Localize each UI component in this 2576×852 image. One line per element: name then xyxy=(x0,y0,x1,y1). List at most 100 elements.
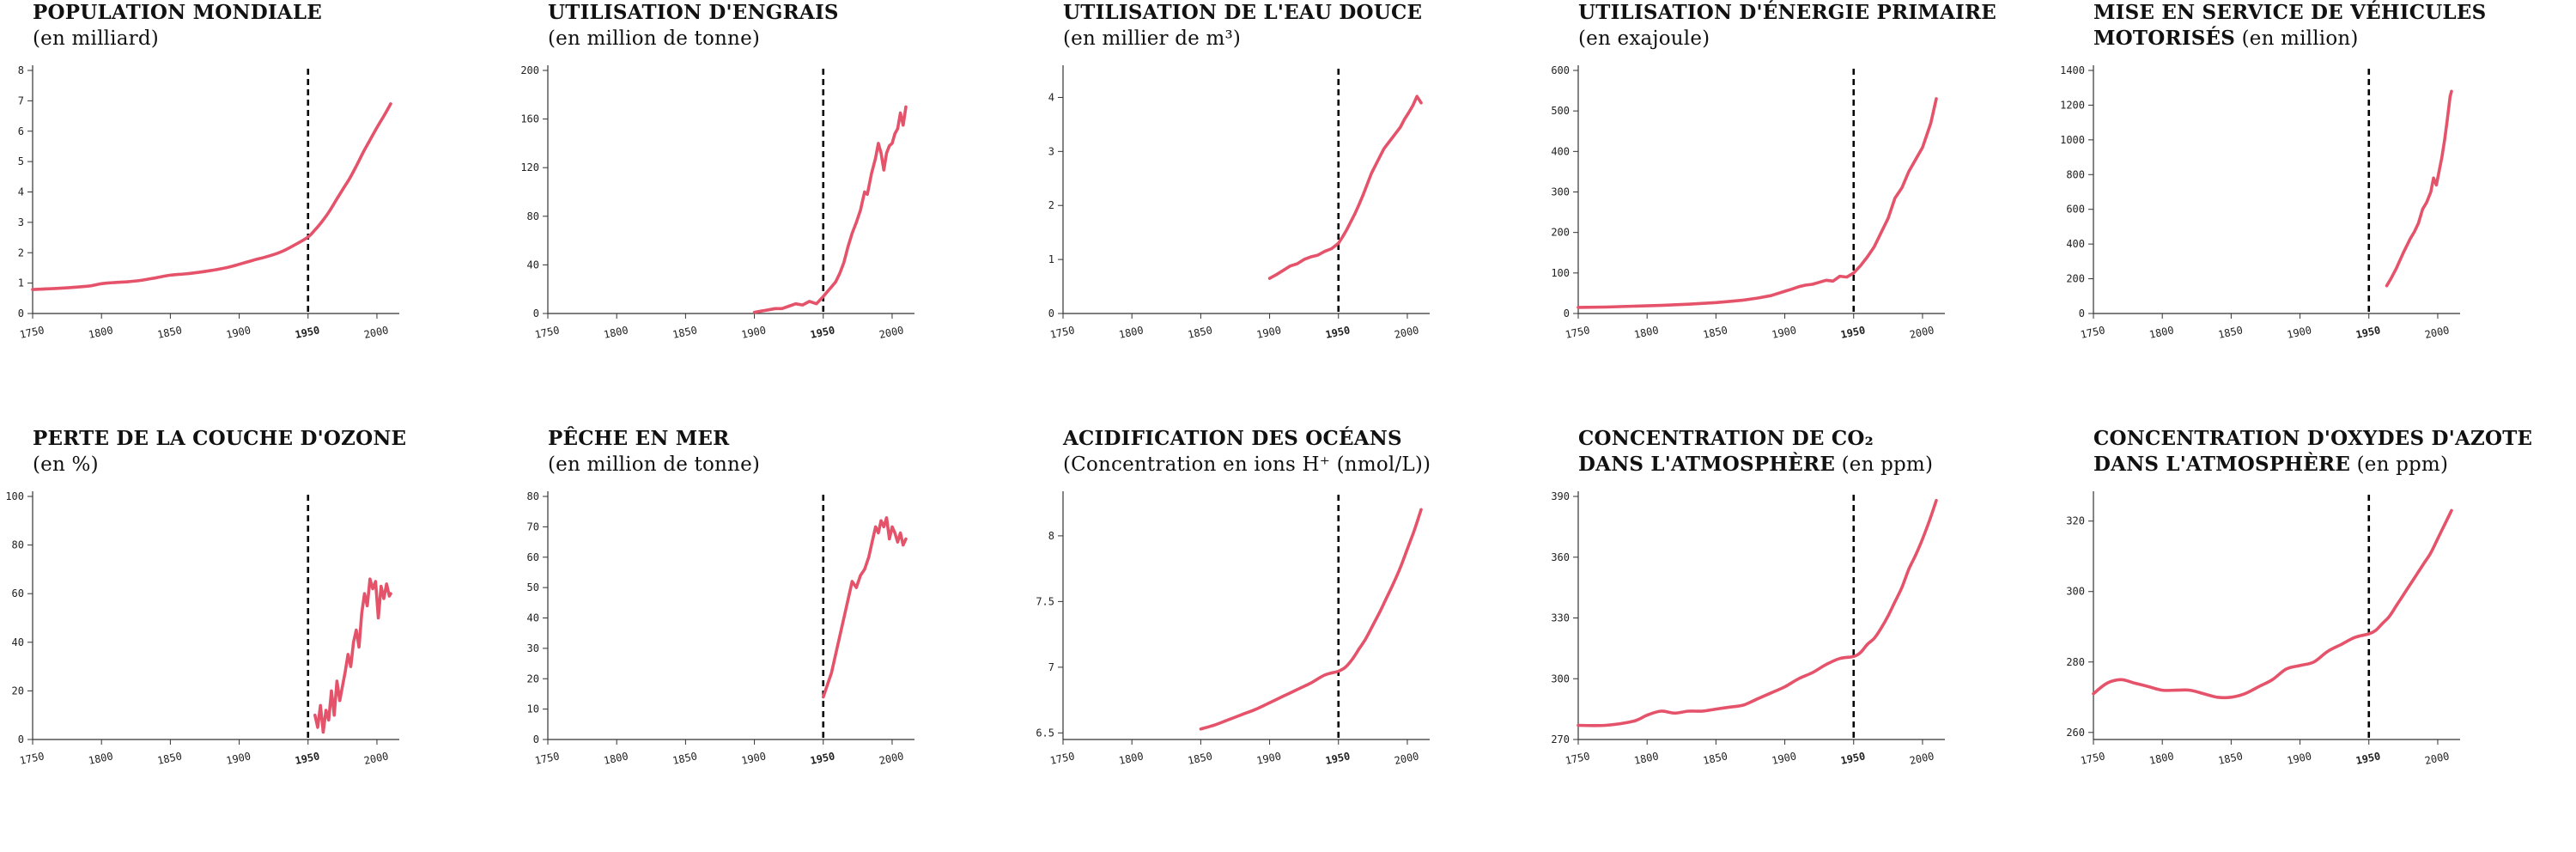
data-point xyxy=(2390,277,2392,280)
data-series-line xyxy=(1199,508,1423,731)
data-point xyxy=(1241,713,1243,716)
data-point xyxy=(1296,262,1299,265)
data-point xyxy=(2429,191,2433,193)
chart-title: PÊCHE EN MER (en million de tonne) xyxy=(548,426,760,478)
line-chart: 0 1 2 3 4 5 6 7 8 1750 1800 1850 1900 1950 2000 xyxy=(18,64,399,341)
data-point xyxy=(1886,614,1890,618)
data-point xyxy=(1382,147,1386,150)
data-point xyxy=(141,278,144,282)
y-tick-label: 320 xyxy=(2066,515,2085,527)
x-tick-label: 1850 xyxy=(671,324,698,341)
data-point xyxy=(279,251,283,253)
data-point xyxy=(1873,636,1876,640)
chart-panel: UTILISATION D'ÉNERGIE PRIMAIRE (en exajou… xyxy=(1546,0,2061,426)
data-point xyxy=(366,604,369,607)
data-point xyxy=(385,582,388,586)
data-point xyxy=(1346,228,1348,231)
data-point xyxy=(252,259,254,262)
data-point xyxy=(2202,692,2205,696)
data-point xyxy=(847,245,849,248)
data-point xyxy=(838,271,841,275)
chart-title-line1: CONCENTRATION DE CO₂ xyxy=(1578,427,1874,450)
data-point xyxy=(355,165,358,167)
data-point xyxy=(1832,279,1835,283)
y-tick-label: 1 xyxy=(18,277,24,289)
data-series-line xyxy=(1267,94,1423,280)
data-point xyxy=(1392,581,1395,585)
data-point xyxy=(904,538,908,540)
chart-title-text: PERTE DE LA COUCHE D'OZONE xyxy=(33,427,407,450)
data-point xyxy=(1390,137,1394,140)
y-tick-label: 100 xyxy=(5,490,24,502)
data-point xyxy=(2092,692,2095,696)
data-point xyxy=(1818,281,1821,284)
x-tick-label: 1750 xyxy=(1564,750,1591,767)
data-point xyxy=(1344,666,1347,669)
y-tick-label: 200 xyxy=(1551,227,1570,239)
data-point xyxy=(896,127,899,131)
data-point xyxy=(2409,237,2412,240)
data-point xyxy=(1341,235,1344,239)
x-tick-label: 1850 xyxy=(156,324,183,341)
data-point xyxy=(838,635,841,638)
data-point xyxy=(2105,682,2109,685)
y-tick-label: 4 xyxy=(1048,91,1054,103)
data-point xyxy=(893,532,896,534)
chart-title: UTILISATION DE L'EAU DOUCE (en millier de… xyxy=(1063,0,1422,52)
data-point xyxy=(826,290,829,293)
y-tick-label: 7 xyxy=(18,94,24,106)
data-point xyxy=(1925,134,1929,137)
x-tick-label: 1850 xyxy=(156,750,183,767)
data-point xyxy=(197,271,199,274)
data-point xyxy=(341,188,344,192)
data-point xyxy=(2160,689,2164,691)
x-tick-label: 1900 xyxy=(1255,324,1282,341)
data-point xyxy=(224,266,227,270)
data-point xyxy=(1797,677,1800,680)
data-point xyxy=(380,585,383,588)
data-point xyxy=(885,516,888,520)
data-point xyxy=(808,300,811,303)
y-tick-label: 2 xyxy=(18,246,24,259)
data-point xyxy=(1859,264,1862,267)
x-tick-label: 1950 xyxy=(2354,324,2381,341)
data-point xyxy=(1371,624,1375,627)
chart-subtitle: (en million de tonne) xyxy=(548,453,761,476)
data-point xyxy=(787,305,791,307)
chart-subtitle: (en milliard) xyxy=(33,27,159,50)
data-point xyxy=(872,538,874,540)
data-point xyxy=(842,261,846,264)
y-tick-label: 120 xyxy=(520,161,539,173)
y-tick-label: 8 xyxy=(18,64,24,76)
x-tick-label: 1750 xyxy=(534,324,561,341)
data-point xyxy=(2436,537,2439,540)
chart-panel: MISE EN SERVICE DE VÉHICULES MOTORISÉS (e… xyxy=(2061,0,2576,426)
chart-title-line2: DANS L'ATMOSPHÈRE xyxy=(1578,453,1836,476)
data-point xyxy=(801,303,805,307)
line-chart: 0 100 200 300 400 500 600 1750 1800 1850 1900 1950 2… xyxy=(1551,64,1945,341)
y-tick-label: 300 xyxy=(1551,186,1570,198)
data-point xyxy=(1282,695,1285,697)
y-tick-label: 0 xyxy=(1564,307,1570,320)
chart-panel: PERTE DE LA COUCHE D'OZONE (en %) 0 20 40 60 8… xyxy=(0,426,515,852)
data-point xyxy=(830,671,833,674)
data-point xyxy=(774,307,776,310)
x-tick-label: 1800 xyxy=(1118,324,1145,341)
data-point xyxy=(885,151,888,155)
data-point xyxy=(2438,169,2440,173)
data-point xyxy=(2421,208,2424,211)
y-tick-label: 5 xyxy=(18,155,24,167)
x-tick-label: 1850 xyxy=(1702,324,1728,341)
data-point xyxy=(1399,125,1402,129)
data-point xyxy=(322,731,325,733)
data-point xyxy=(1686,709,1690,713)
line-chart: 0 20 40 60 80 100 1750 1800 1850 1900 1950 2000 xyxy=(5,490,399,767)
data-point xyxy=(2422,562,2426,565)
data-point xyxy=(319,704,322,707)
chart-title-text: UTILISATION D'ÉNERGIE PRIMAIRE xyxy=(1578,1,1997,24)
y-tick-label: 280 xyxy=(2066,656,2085,668)
data-point xyxy=(1804,283,1807,287)
x-tick-label: 1800 xyxy=(603,324,629,341)
data-point xyxy=(2445,118,2449,121)
data-point xyxy=(1715,708,1717,710)
